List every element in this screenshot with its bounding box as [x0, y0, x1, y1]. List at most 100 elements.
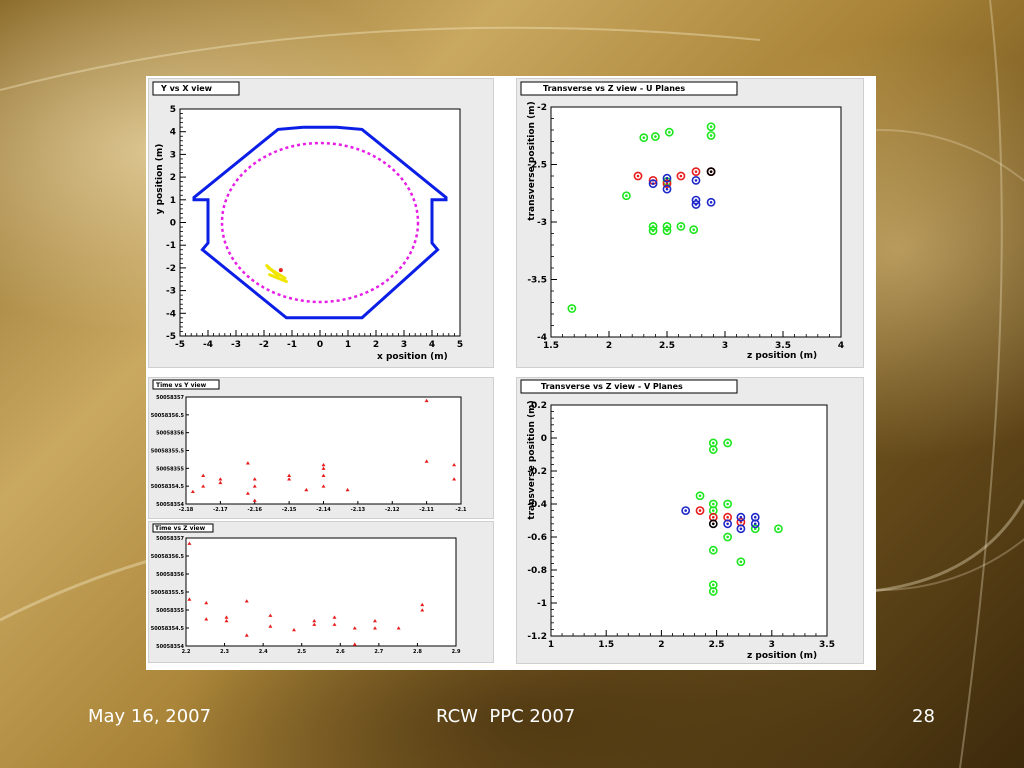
data-point-red	[268, 613, 273, 617]
data-point-green-core	[777, 527, 780, 531]
ty-xtick-label: -2.11	[419, 507, 434, 513]
data-point-green-core	[711, 509, 715, 512]
yx-ytick-label: -5	[166, 332, 176, 342]
data-point-green-core	[711, 448, 715, 451]
tv-xtick-label: 1	[548, 640, 554, 650]
data-point-green-core	[709, 134, 713, 137]
data-point-red	[452, 462, 457, 467]
data-point-blue-core	[709, 200, 713, 204]
data-point-blue	[750, 519, 760, 529]
ty-ytick-label: 50058356.5	[151, 413, 185, 419]
tz-xtick-label: 2.5	[297, 649, 306, 655]
data-point-green-core	[651, 229, 655, 233]
tv-ytick-label: -0.8	[527, 566, 547, 576]
data-point-blue	[691, 200, 701, 209]
data-point-green-core	[642, 136, 646, 139]
yx-ytick-label: 4	[170, 128, 176, 138]
data-point-green	[723, 499, 733, 509]
tu-xtick-label: 4	[838, 341, 844, 351]
chart-ty-title: Time vs Y view	[156, 382, 207, 389]
data-point-red	[218, 477, 223, 481]
data-point-green-core	[692, 228, 695, 231]
tv-xtick-label: 1.5	[598, 640, 614, 650]
tz-xtick-label: 2.9	[452, 649, 461, 655]
data-point-red	[321, 473, 326, 477]
data-point-red	[201, 473, 206, 477]
data-point-red	[268, 624, 273, 628]
data-point-green	[639, 133, 649, 143]
ty-ytick-label: 50058356	[156, 431, 184, 437]
data-point-red	[420, 602, 425, 607]
data-point-green	[723, 532, 733, 542]
yx-ytick-label: 5	[170, 105, 176, 115]
footer-page-number: 28	[912, 706, 935, 727]
panel-tv: Transverse vs Z view - V Planes 1 1.5 2 2.5…	[516, 377, 864, 664]
data-point-red	[287, 473, 292, 477]
data-point-blue-core	[665, 187, 669, 191]
chart-ty-plot-area	[185, 396, 462, 505]
data-point-green-core	[665, 229, 669, 233]
yx-xtick-label: 2	[373, 340, 379, 350]
chart-tu-xlabel: z position (m)	[747, 351, 817, 361]
data-point-red	[633, 171, 643, 181]
yx-xtick-label: -5	[175, 340, 185, 350]
data-point-green	[750, 524, 760, 534]
data-point-green	[736, 557, 746, 567]
data-point-red	[204, 617, 209, 621]
tv-xtick-label: 3	[769, 640, 775, 650]
data-point-red	[352, 642, 357, 646]
yx-ytick-label: -3	[166, 287, 176, 297]
tu-xtick-label: 3.5	[775, 341, 791, 351]
tv-ytick-label: -0.6	[527, 533, 547, 543]
tu-ytick-label: -2	[537, 103, 547, 113]
tu-ytick-label: -2.5	[527, 161, 547, 171]
chart-tv-ticks: 1 1.5 2 2.5 3 3.5 0.2 0 -0.2 -0.4 -0.6 -0.8 -1 -1.2	[527, 401, 835, 650]
data-point-red	[695, 506, 705, 515]
tv-xtick-label: 2	[658, 640, 664, 650]
data-point-red	[321, 484, 326, 488]
yx-xtick-label: 3	[401, 340, 407, 350]
chart-tu-title: Transverse vs Z view - U Planes	[543, 84, 685, 93]
data-point-green-core	[711, 441, 715, 445]
detector-outline	[192, 125, 448, 320]
data-point-red	[420, 608, 425, 612]
ty-ytick-label: 50058354	[156, 502, 184, 508]
panel-tz: Time vs Z view 2.2 2.3 2.4 2.5 2.6 2.7 2.8 2.9 5…	[148, 521, 494, 663]
data-point-green	[648, 226, 658, 236]
yx-xtick-label: -1	[287, 340, 297, 350]
chart-yx-marks	[192, 125, 448, 320]
data-point-red-core	[679, 174, 683, 178]
data-point-green-core	[711, 502, 715, 506]
ty-xtick-label: -2.18	[179, 507, 194, 513]
data-point-blue-core	[694, 179, 698, 182]
data-point-red	[691, 167, 701, 177]
chart-tv: Transverse vs Z view - V Planes 1 1.5 2 2.5…	[520, 379, 835, 661]
data-point-red	[304, 487, 309, 492]
chart-yx: Y vs X view -5 -4 -3 -2 -1 0 1 2 3 4 5 5 4 3 2 1 0 -1 -2 -3…	[152, 81, 463, 362]
data-point-red	[424, 459, 429, 463]
chart-yx-ticks: -5 -4 -3 -2 -1 0 1 2 3 4 5 5 4 3 2 1 0 -1 -2 -3 -4 -5	[166, 105, 463, 350]
chart-tu-plot-area	[550, 106, 842, 338]
chart-tv-marks	[681, 438, 783, 596]
chart-yx-title: Y vs X view	[160, 84, 213, 93]
ty-ytick-label: 50058355.5	[151, 449, 185, 455]
chart-yx-plot-area	[179, 108, 461, 337]
data-point-green	[706, 122, 716, 132]
data-point-green-core	[711, 590, 715, 593]
data-point-green	[676, 221, 686, 231]
chart-tv-title: Transverse vs Z view - V Planes	[541, 382, 683, 391]
ty-xtick-label: -2.13	[351, 507, 366, 513]
ty-xtick-label: -2.1	[456, 507, 467, 513]
data-point-blue-core	[739, 515, 743, 519]
data-point-blue	[648, 179, 658, 189]
chart-ty-marks	[190, 398, 457, 502]
data-point-red	[396, 626, 401, 630]
tu-ytick-label: -4	[537, 333, 547, 343]
tu-xtick-label: 1.5	[543, 341, 559, 351]
data-point-green	[695, 491, 705, 501]
data-point-blue-core	[739, 527, 743, 531]
tz-ytick-label: 50058356.5	[151, 554, 185, 560]
data-point-red-core	[698, 509, 702, 512]
data-point-red	[252, 484, 257, 488]
data-point-red	[187, 597, 192, 601]
